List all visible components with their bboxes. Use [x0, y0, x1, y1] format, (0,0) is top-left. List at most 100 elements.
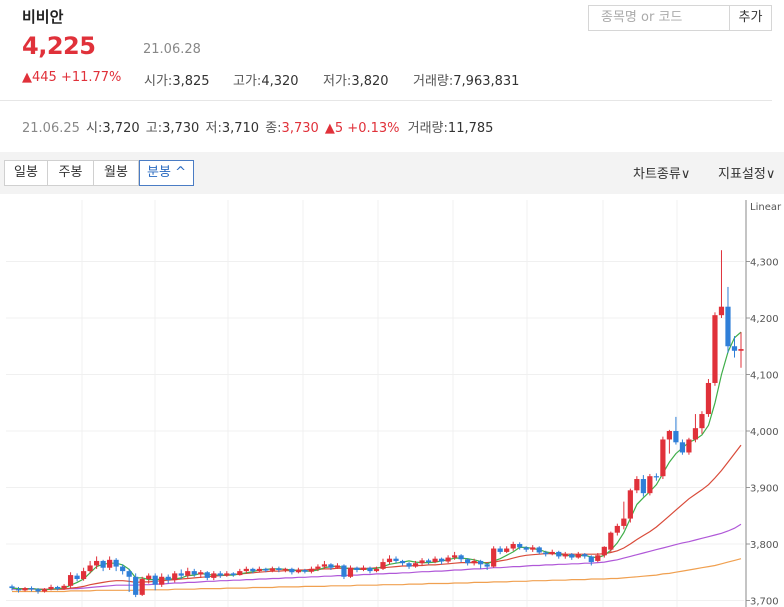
candle-body [328, 564, 334, 568]
candlestick-chart: 4,300 4,200 4,100 4,000 3,900 3,800 3,700 Linea… [6, 200, 782, 607]
candle-body [647, 476, 653, 494]
candle-body [230, 573, 236, 576]
candle [731, 336, 738, 358]
candle [504, 546, 510, 554]
candle-body [673, 431, 679, 443]
candles [9, 250, 744, 598]
candle [432, 556, 438, 564]
candle-body [738, 349, 744, 351]
indicator-menu[interactable]: 지표설정∨ [718, 167, 776, 182]
tab-minute[interactable]: 분봉 ^ [139, 160, 194, 186]
candle [725, 286, 731, 354]
chart-type-menu[interactable]: 차트종류∨ [633, 167, 691, 182]
candle [67, 572, 74, 589]
candle [510, 541, 516, 551]
candle [712, 312, 718, 386]
candle-body [679, 442, 686, 453]
chart-grid [6, 200, 744, 607]
high-price: 고가:4,320 [233, 74, 299, 89]
candle [438, 557, 445, 565]
candle [172, 571, 178, 583]
candle-body [165, 576, 171, 581]
rt-low-value: 3,710 [221, 121, 260, 136]
rt-volume-label: 거래량 [407, 121, 444, 136]
candle [191, 568, 197, 577]
candle-body [341, 565, 347, 577]
candle [692, 414, 699, 443]
candle-body [705, 382, 712, 415]
tab-monthly[interactable]: 월봉 [94, 160, 139, 186]
candle-body [217, 573, 223, 576]
rt-open-value: 3,720 [102, 121, 140, 136]
candle [334, 563, 341, 569]
candle-body [640, 479, 646, 494]
candle-body [634, 479, 640, 491]
candle [120, 564, 126, 575]
candle-body [22, 588, 28, 591]
candle-body [484, 564, 490, 567]
candle-body [406, 563, 412, 567]
candle-body [425, 560, 432, 563]
candle-body [412, 563, 419, 567]
y-tick-label: 3,800 [750, 540, 779, 551]
candle-body [536, 547, 542, 553]
candle-body [575, 554, 581, 558]
candle-body [517, 544, 523, 548]
candle [269, 566, 275, 573]
y-tick-label: 3,900 [750, 484, 779, 495]
candle [321, 560, 328, 569]
candle-body [452, 555, 458, 558]
candle-body [393, 558, 399, 561]
candle-body [601, 546, 607, 556]
candle [640, 475, 646, 497]
candle [282, 567, 288, 573]
candle [614, 523, 620, 536]
candle-body [94, 560, 100, 566]
tab-weekly[interactable]: 주봉 [48, 160, 94, 186]
candle-body [113, 559, 119, 567]
add-button[interactable]: 추가 [730, 5, 772, 31]
candle-body [471, 560, 477, 564]
candle [146, 573, 152, 584]
y-tick-label: 4,000 [750, 427, 779, 438]
candle-body [660, 439, 666, 477]
candle [465, 558, 471, 566]
candle [569, 553, 575, 560]
candle-body [614, 525, 620, 533]
candle [484, 563, 490, 570]
candle-body [80, 571, 87, 580]
candle-body [588, 556, 594, 563]
candle [256, 566, 262, 573]
candle-body [556, 551, 562, 557]
candle-body [289, 568, 295, 573]
candle-body [269, 568, 275, 571]
search-input[interactable]: 종목명 or 코드 [588, 5, 730, 31]
candle [536, 546, 542, 555]
candle-body [107, 559, 113, 568]
candle [478, 559, 484, 569]
candle [347, 565, 354, 578]
rt-high-value: 3,730 [162, 121, 200, 136]
candle-body [15, 589, 22, 591]
candle [315, 564, 321, 572]
candle-body [549, 551, 555, 555]
candle [139, 576, 145, 596]
candle [341, 564, 347, 580]
candle [647, 473, 653, 496]
candle-body [295, 569, 301, 573]
candle-body [432, 558, 438, 563]
candle-body [191, 571, 197, 575]
ma5-line [11, 331, 742, 591]
tab-daily[interactable]: 일봉 [4, 160, 48, 186]
candle-body [445, 557, 451, 562]
candle-body [198, 572, 204, 575]
candle [380, 558, 386, 570]
candle-body [354, 567, 360, 570]
price-change: ▲445 +11.77% [22, 70, 122, 85]
candle [308, 566, 315, 574]
volume-value: 7,963,831 [453, 74, 520, 89]
candle [152, 573, 158, 591]
candle [393, 556, 399, 564]
candle [634, 476, 640, 494]
candle [549, 549, 555, 556]
